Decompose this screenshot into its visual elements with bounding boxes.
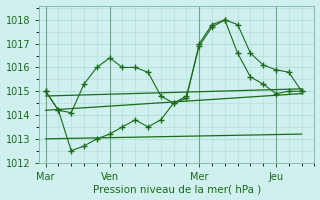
X-axis label: Pression niveau de la mer( hPa ): Pression niveau de la mer( hPa ) [93, 184, 261, 194]
